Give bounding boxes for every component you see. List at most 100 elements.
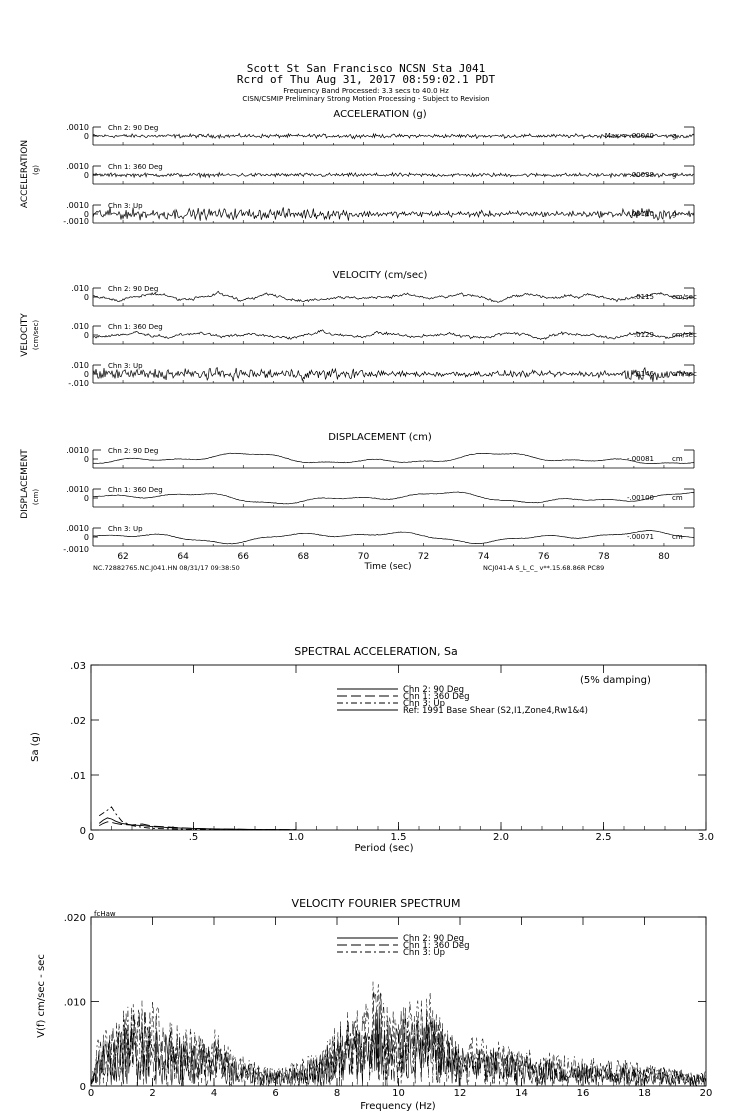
velocity-fourier-chart: VELOCITY FOURIER SPECTRUM fcHaw Frequenc… — [36, 897, 712, 1112]
trace-max-label: .0129 — [634, 331, 654, 339]
vf-legend-label: Chn 1: 360 Deg — [403, 941, 469, 951]
trace-line — [92, 452, 695, 464]
trace-channel-label: Chn 3: Up — [108, 202, 143, 210]
trace-y-tick-label: .0010 — [66, 485, 89, 494]
sa-y-tick-label: .03 — [70, 661, 86, 672]
trace-y-tick-label: .010 — [71, 361, 89, 370]
sa-legend-label: Chn 1: 360 Deg — [403, 692, 469, 702]
trace-max-label: -.00100 — [627, 494, 654, 502]
time-tick-label: 72 — [418, 552, 429, 562]
trace-y-tick-label: 0 — [84, 171, 89, 180]
trace-channel-label: Chn 3: Up — [108, 525, 143, 533]
sa-x-tick-label: 1.5 — [391, 832, 407, 843]
trace-unit-label: g — [672, 210, 676, 218]
vf-x-tick-label: 2 — [149, 1088, 155, 1099]
time-tick-label: 76 — [538, 552, 550, 562]
trace-y-tick-label: 0 — [84, 494, 89, 503]
trace-y-tick-label: .0010 — [66, 446, 89, 455]
sa-series-line — [98, 821, 297, 831]
trace-channel-label: Chn 2: 90 Deg — [108, 285, 158, 293]
sa-x-tick-label: 2.5 — [596, 832, 612, 843]
sa-x-tick-label: .5 — [189, 832, 199, 843]
vf-x-tick-label: 4 — [211, 1088, 217, 1099]
vf-corner-label: fcHaw — [94, 910, 116, 918]
vf-y-tick-label: 0 — [80, 1082, 86, 1093]
vf-x-tick-label: 12 — [454, 1088, 467, 1099]
trace-unit-label: cm — [672, 455, 683, 463]
trace-line — [92, 366, 694, 382]
sa-y-tick-label: .02 — [70, 716, 86, 727]
trace-y-tick-label: .0010 — [66, 162, 89, 171]
trace-line — [92, 290, 695, 303]
sa-x-tick-label: 1.0 — [288, 832, 304, 843]
vf-y-tick-label: .010 — [64, 998, 86, 1009]
sa-x-tick-label: 2.0 — [493, 832, 509, 843]
sa-annotation: (5% damping) — [580, 675, 651, 686]
vf-x-tick-label: 8 — [334, 1088, 340, 1099]
trace-unit-label: cm — [672, 494, 683, 502]
trace-y-tick-label: 0 — [84, 132, 89, 141]
sa-legend-label: Chn 3: Up — [403, 699, 445, 709]
panel-bottom-tick-label: -.0010 — [63, 217, 89, 226]
vf-x-tick-label: 16 — [577, 1088, 590, 1099]
trace-channel-label: Chn 3: Up — [108, 362, 143, 370]
trace-max-label: -.00071 — [627, 533, 654, 541]
sa-y-tick-label: .01 — [70, 771, 86, 782]
time-tick-label: 78 — [598, 552, 610, 562]
sa-series-line — [98, 817, 297, 831]
velocity-side-label: VELOCITY — [20, 313, 30, 357]
trace-line — [92, 530, 695, 545]
sa-y-axis-label: Sa (g) — [30, 732, 41, 762]
displacement-unit-label: (cm) — [32, 489, 40, 505]
acceleration-unit-label: (g) — [32, 165, 40, 175]
displacement-panel: DISPLACEMENT (cm) DISPLACEMENT (cm) Time… — [20, 432, 695, 572]
vf-x-axis-label: Frequency (Hz) — [360, 1101, 436, 1112]
header-line-3: Frequency Band Processed: 3.3 secs to 40… — [283, 87, 449, 95]
time-tick-label: 68 — [298, 552, 310, 562]
trace-y-tick-label: .010 — [71, 322, 89, 331]
trace-y-tick-label: .0010 — [66, 524, 89, 533]
acceleration-panel: ACCELERATION (g) ACCELERATION (g) .00100… — [20, 109, 695, 226]
trace-channel-label: Chn 2: 90 Deg — [108, 447, 158, 455]
trace-y-tick-label: .0010 — [66, 123, 89, 132]
velocity-unit-label: (cm/sec) — [32, 320, 40, 351]
trace-channel-label: Chn 1: 360 Deg — [108, 163, 163, 171]
time-tick-label: 66 — [238, 552, 250, 562]
velocity-panel: VELOCITY (cm/sec) VELOCITY (cm/sec) .010… — [20, 270, 697, 388]
trace-y-tick-label: 0 — [84, 210, 89, 219]
panel-bottom-tick-label: -.0010 — [63, 545, 89, 554]
vf-series-line — [90, 1006, 707, 1087]
panel-bottom-tick-label: -.010 — [68, 379, 89, 388]
time-tick-label: 80 — [658, 552, 670, 562]
sa-x-tick-label: 3.0 — [698, 832, 714, 843]
trace-line — [92, 132, 695, 140]
vf-x-tick-label: 18 — [638, 1088, 651, 1099]
vf-y-tick-label: .020 — [64, 913, 86, 924]
trace-max-label: -.0146 — [631, 370, 654, 378]
vf-legend-label: Chn 2: 90 Deg — [403, 934, 464, 944]
vf-x-tick-label: 0 — [88, 1088, 94, 1099]
trace-y-tick-label: 0 — [84, 455, 89, 464]
trace-y-tick-label: 0 — [84, 533, 89, 542]
header-line-1: Scott St San Francisco NCSN Sta J041 — [247, 62, 485, 75]
header-line-4: CISN/CSMIP Preliminary Strong Motion Pro… — [242, 95, 489, 103]
displacement-title: DISPLACEMENT (cm) — [328, 432, 432, 443]
trace-unit-label: cm — [672, 533, 683, 541]
footer-right: NCJ041-A S_L_C_ v**.15.68.86R PC89 — [483, 564, 604, 572]
trace-channel-label: Chn 1: 360 Deg — [108, 486, 163, 494]
trace-unit-label: g — [672, 171, 676, 179]
trace-channel-label: Chn 1: 360 Deg — [108, 323, 163, 331]
trace-y-tick-label: 0 — [84, 331, 89, 340]
time-tick-label: 70 — [358, 552, 370, 562]
sa-x-tick-label: 0 — [88, 832, 94, 843]
header-line-2: Rcrd of Thu Aug 31, 2017 08:59:02.1 PDT — [237, 73, 496, 86]
trace-y-tick-label: .010 — [71, 284, 89, 293]
trace-channel-label: Chn 2: 90 Deg — [108, 124, 158, 132]
vf-x-tick-label: 14 — [515, 1088, 528, 1099]
trace-line — [92, 491, 695, 505]
trace-line — [92, 329, 695, 341]
trace-line — [92, 171, 695, 179]
vf-y-axis-label: V(f) cm/sec - sec — [36, 954, 47, 1038]
sa-legend-label: Ref: 1991 Base Shear (S2,I1,Zone4,Rw1&4) — [403, 706, 588, 716]
